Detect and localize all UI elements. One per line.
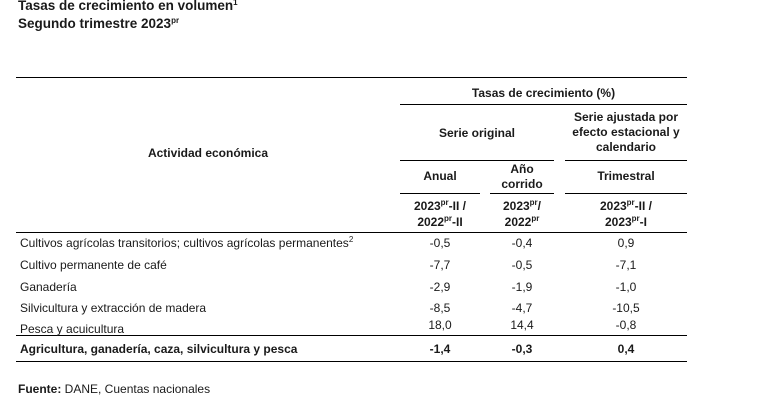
value-anual: -2,9 bbox=[429, 280, 451, 294]
value-corrido: -0,4 bbox=[511, 236, 533, 250]
rule-anual bbox=[400, 193, 480, 194]
group-rule bbox=[400, 104, 687, 105]
row-label: Pesca y acuicultura bbox=[20, 322, 125, 336]
row-label: Cultivo permanente de café bbox=[20, 258, 167, 272]
rule-trimestral bbox=[565, 193, 687, 194]
value-corrido: 14,4 bbox=[510, 318, 534, 332]
value-corrido: -4,7 bbox=[511, 301, 533, 315]
value-corrido: -0,5 bbox=[511, 258, 533, 272]
row-label: Ganadería bbox=[20, 280, 77, 294]
group-header: Tasas de crecimiento (%) bbox=[471, 86, 616, 100]
activity-header: Actividad económica bbox=[147, 146, 269, 160]
value-trimestral: -10,5 bbox=[612, 301, 640, 315]
total-corrido: -0,3 bbox=[511, 342, 533, 356]
value-anual: -8,5 bbox=[429, 301, 451, 315]
header-bottom-rule bbox=[16, 232, 687, 233]
total-bottom-rule bbox=[16, 361, 687, 362]
table-subtitle: Segundo trimestre 2023pr bbox=[18, 16, 180, 31]
source-note: Fuente: DANE, Cuentas nacionales bbox=[18, 382, 211, 396]
rule-corrido bbox=[490, 193, 554, 194]
row-label: Silvicultura y extracción de madera bbox=[20, 301, 207, 315]
value-corrido: -1,9 bbox=[511, 280, 533, 294]
ano-corrido-header: Año corrido bbox=[501, 162, 543, 191]
table-title: Tasas de crecimiento en volumen1 bbox=[18, 0, 238, 13]
total-label: Agricultura, ganadería, caza, silvicultu… bbox=[20, 342, 298, 356]
trimestral-header: Trimestral bbox=[597, 169, 655, 183]
serie-ajustada-header: Serie ajustada por efecto estacional y c… bbox=[572, 110, 680, 154]
value-anual: -0,5 bbox=[429, 236, 451, 250]
value-trimestral: -1,0 bbox=[615, 280, 637, 294]
row-label: Cultivos agrícolas transitorios; cultivo… bbox=[20, 235, 354, 251]
value-trimestral: -0,8 bbox=[615, 318, 637, 332]
sub-rule-ajustada bbox=[565, 160, 687, 161]
top-rule bbox=[16, 77, 687, 78]
value-trimestral: 0,9 bbox=[617, 236, 635, 250]
value-trimestral: -7,1 bbox=[615, 258, 637, 272]
total-anual: -1,4 bbox=[429, 342, 451, 356]
period-corrido: 2023pr/ 2022pr bbox=[502, 198, 542, 230]
period-anual: 2023pr-II / 2022pr-II bbox=[413, 198, 467, 230]
period-trimestral: 2023pr-II / 2023pr-I bbox=[599, 198, 653, 230]
value-anual: -7,7 bbox=[429, 258, 451, 272]
total-trimestral: 0,4 bbox=[617, 342, 635, 356]
value-anual: 18,0 bbox=[428, 318, 452, 332]
anual-header: Anual bbox=[423, 169, 457, 183]
sub-rule-original bbox=[400, 160, 554, 161]
total-top-rule bbox=[16, 335, 687, 336]
serie-original-header: Serie original bbox=[438, 126, 516, 140]
